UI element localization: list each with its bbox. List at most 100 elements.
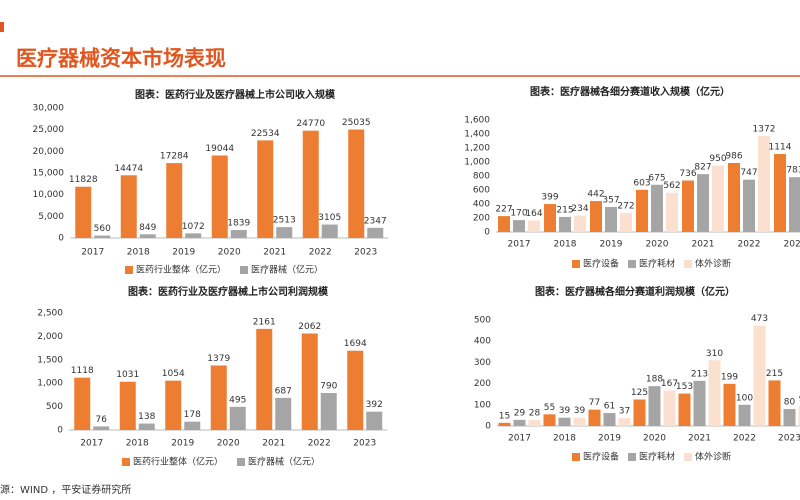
- x-tick-label: 2019: [171, 439, 194, 449]
- bar: [588, 409, 601, 426]
- y-tick-label: 200: [474, 379, 491, 389]
- data-label: 1054: [162, 369, 185, 379]
- source: 源：WIND ，平安证券研究所: [0, 483, 131, 496]
- bar: [498, 422, 511, 426]
- data-label: 1379: [207, 354, 230, 364]
- bar: [666, 192, 678, 232]
- y-tick-label: 20,000: [33, 147, 65, 157]
- data-label: 138: [138, 412, 155, 422]
- chart-title: 图表：医药行业及医疗器械上市公司利润规模: [128, 285, 329, 298]
- corner-mark: [0, 22, 4, 32]
- y-tick-label: 800: [473, 172, 490, 182]
- data-label: 790: [320, 382, 337, 392]
- bar: [348, 129, 365, 238]
- x-tick-label: 2018: [126, 439, 149, 449]
- legend-label: 体外诊断: [695, 451, 731, 463]
- data-label: 199: [721, 372, 738, 382]
- data-label: 167: [661, 379, 678, 389]
- page-title: 医疗器械资本市场表现: [16, 46, 226, 71]
- data-label: 215: [766, 369, 783, 379]
- bar: [712, 165, 724, 232]
- data-label: 827: [694, 163, 711, 173]
- data-label: 2347: [364, 216, 387, 226]
- legend-swatch: [237, 458, 245, 466]
- bar: [275, 397, 292, 430]
- data-label: 2062: [298, 322, 321, 332]
- data-label: 25035: [342, 118, 371, 128]
- data-label: 55: [544, 403, 555, 413]
- y-tick-label: 200: [473, 214, 490, 224]
- bar: [708, 360, 721, 426]
- legend-swatch: [684, 453, 692, 461]
- data-label: 1372: [753, 124, 776, 134]
- bar: [753, 325, 766, 426]
- bar: [185, 233, 202, 238]
- data-label: 562: [663, 181, 680, 191]
- y-tick-label: 400: [474, 337, 491, 347]
- y-tick-label: 30,000: [33, 104, 65, 114]
- data-label: 675: [648, 173, 665, 183]
- data-label: 392: [366, 400, 383, 410]
- x-tick-label: 2018: [554, 240, 577, 250]
- bar: [603, 413, 616, 426]
- x-tick-label: 2019: [600, 240, 623, 250]
- legend-swatch: [240, 266, 248, 274]
- bar: [651, 184, 663, 232]
- y-tick-label: 1,600: [464, 116, 490, 126]
- bar: [93, 426, 110, 430]
- x-tick-label: 2022: [308, 439, 331, 449]
- legend-swatch: [572, 260, 580, 268]
- data-label: 15: [499, 411, 510, 421]
- legend-label: 医疗设备: [583, 258, 619, 270]
- bar: [743, 179, 755, 232]
- y-tick-label: 600: [473, 186, 490, 196]
- data-label: 170: [510, 209, 527, 219]
- bar: [693, 380, 706, 426]
- x-tick-label: 2021: [263, 248, 286, 258]
- data-label: 495: [229, 395, 246, 405]
- bar: [366, 411, 383, 430]
- data-label: 39: [574, 406, 586, 416]
- bar: [758, 135, 770, 232]
- data-label: 213: [691, 369, 708, 379]
- y-tick-label: 1,000: [37, 379, 63, 389]
- y-tick-label: 0: [57, 426, 63, 436]
- legend-label: 医疗器械（亿元）: [251, 264, 323, 276]
- x-tick-label: 2023: [784, 240, 800, 250]
- bar: [321, 224, 338, 238]
- legend-label: 医药行业整体（亿元）: [133, 456, 223, 468]
- bar: [678, 393, 691, 426]
- data-label: 783: [786, 166, 800, 176]
- legend-swatch: [628, 260, 636, 268]
- x-tick-label: 2018: [553, 434, 576, 444]
- bar: [513, 419, 526, 426]
- bar: [618, 418, 631, 426]
- bar: [75, 186, 92, 238]
- bar: [682, 180, 694, 232]
- data-label: 11828: [69, 175, 98, 185]
- y-tick-label: 0: [485, 422, 491, 432]
- legend-label: 医疗器械（亿元）: [248, 456, 320, 468]
- legend-label: 医药行业整体（亿元）: [136, 264, 226, 276]
- data-label: 442: [587, 190, 604, 200]
- x-tick-label: 2017: [508, 240, 531, 250]
- bar: [211, 155, 228, 238]
- x-tick-label: 2020: [646, 240, 669, 250]
- data-label: 399: [541, 193, 558, 203]
- bar: [74, 377, 91, 430]
- chart-title: 图表：医疗器械各细分赛道利润规模（亿元）: [535, 285, 735, 298]
- data-label: 17284: [160, 152, 189, 162]
- y-tick-label: 0: [58, 234, 64, 244]
- data-label: 736: [679, 169, 696, 179]
- data-label: 28: [529, 409, 541, 419]
- x-tick-label: 2020: [217, 439, 240, 449]
- data-label: 164: [525, 209, 542, 219]
- x-tick-label: 2020: [218, 248, 241, 258]
- bar: [257, 140, 274, 238]
- x-tick-label: 2023: [778, 434, 800, 444]
- data-label: 77: [589, 398, 600, 408]
- data-label: 687: [275, 386, 292, 396]
- bar: [697, 174, 709, 232]
- data-label: 22534: [251, 129, 280, 139]
